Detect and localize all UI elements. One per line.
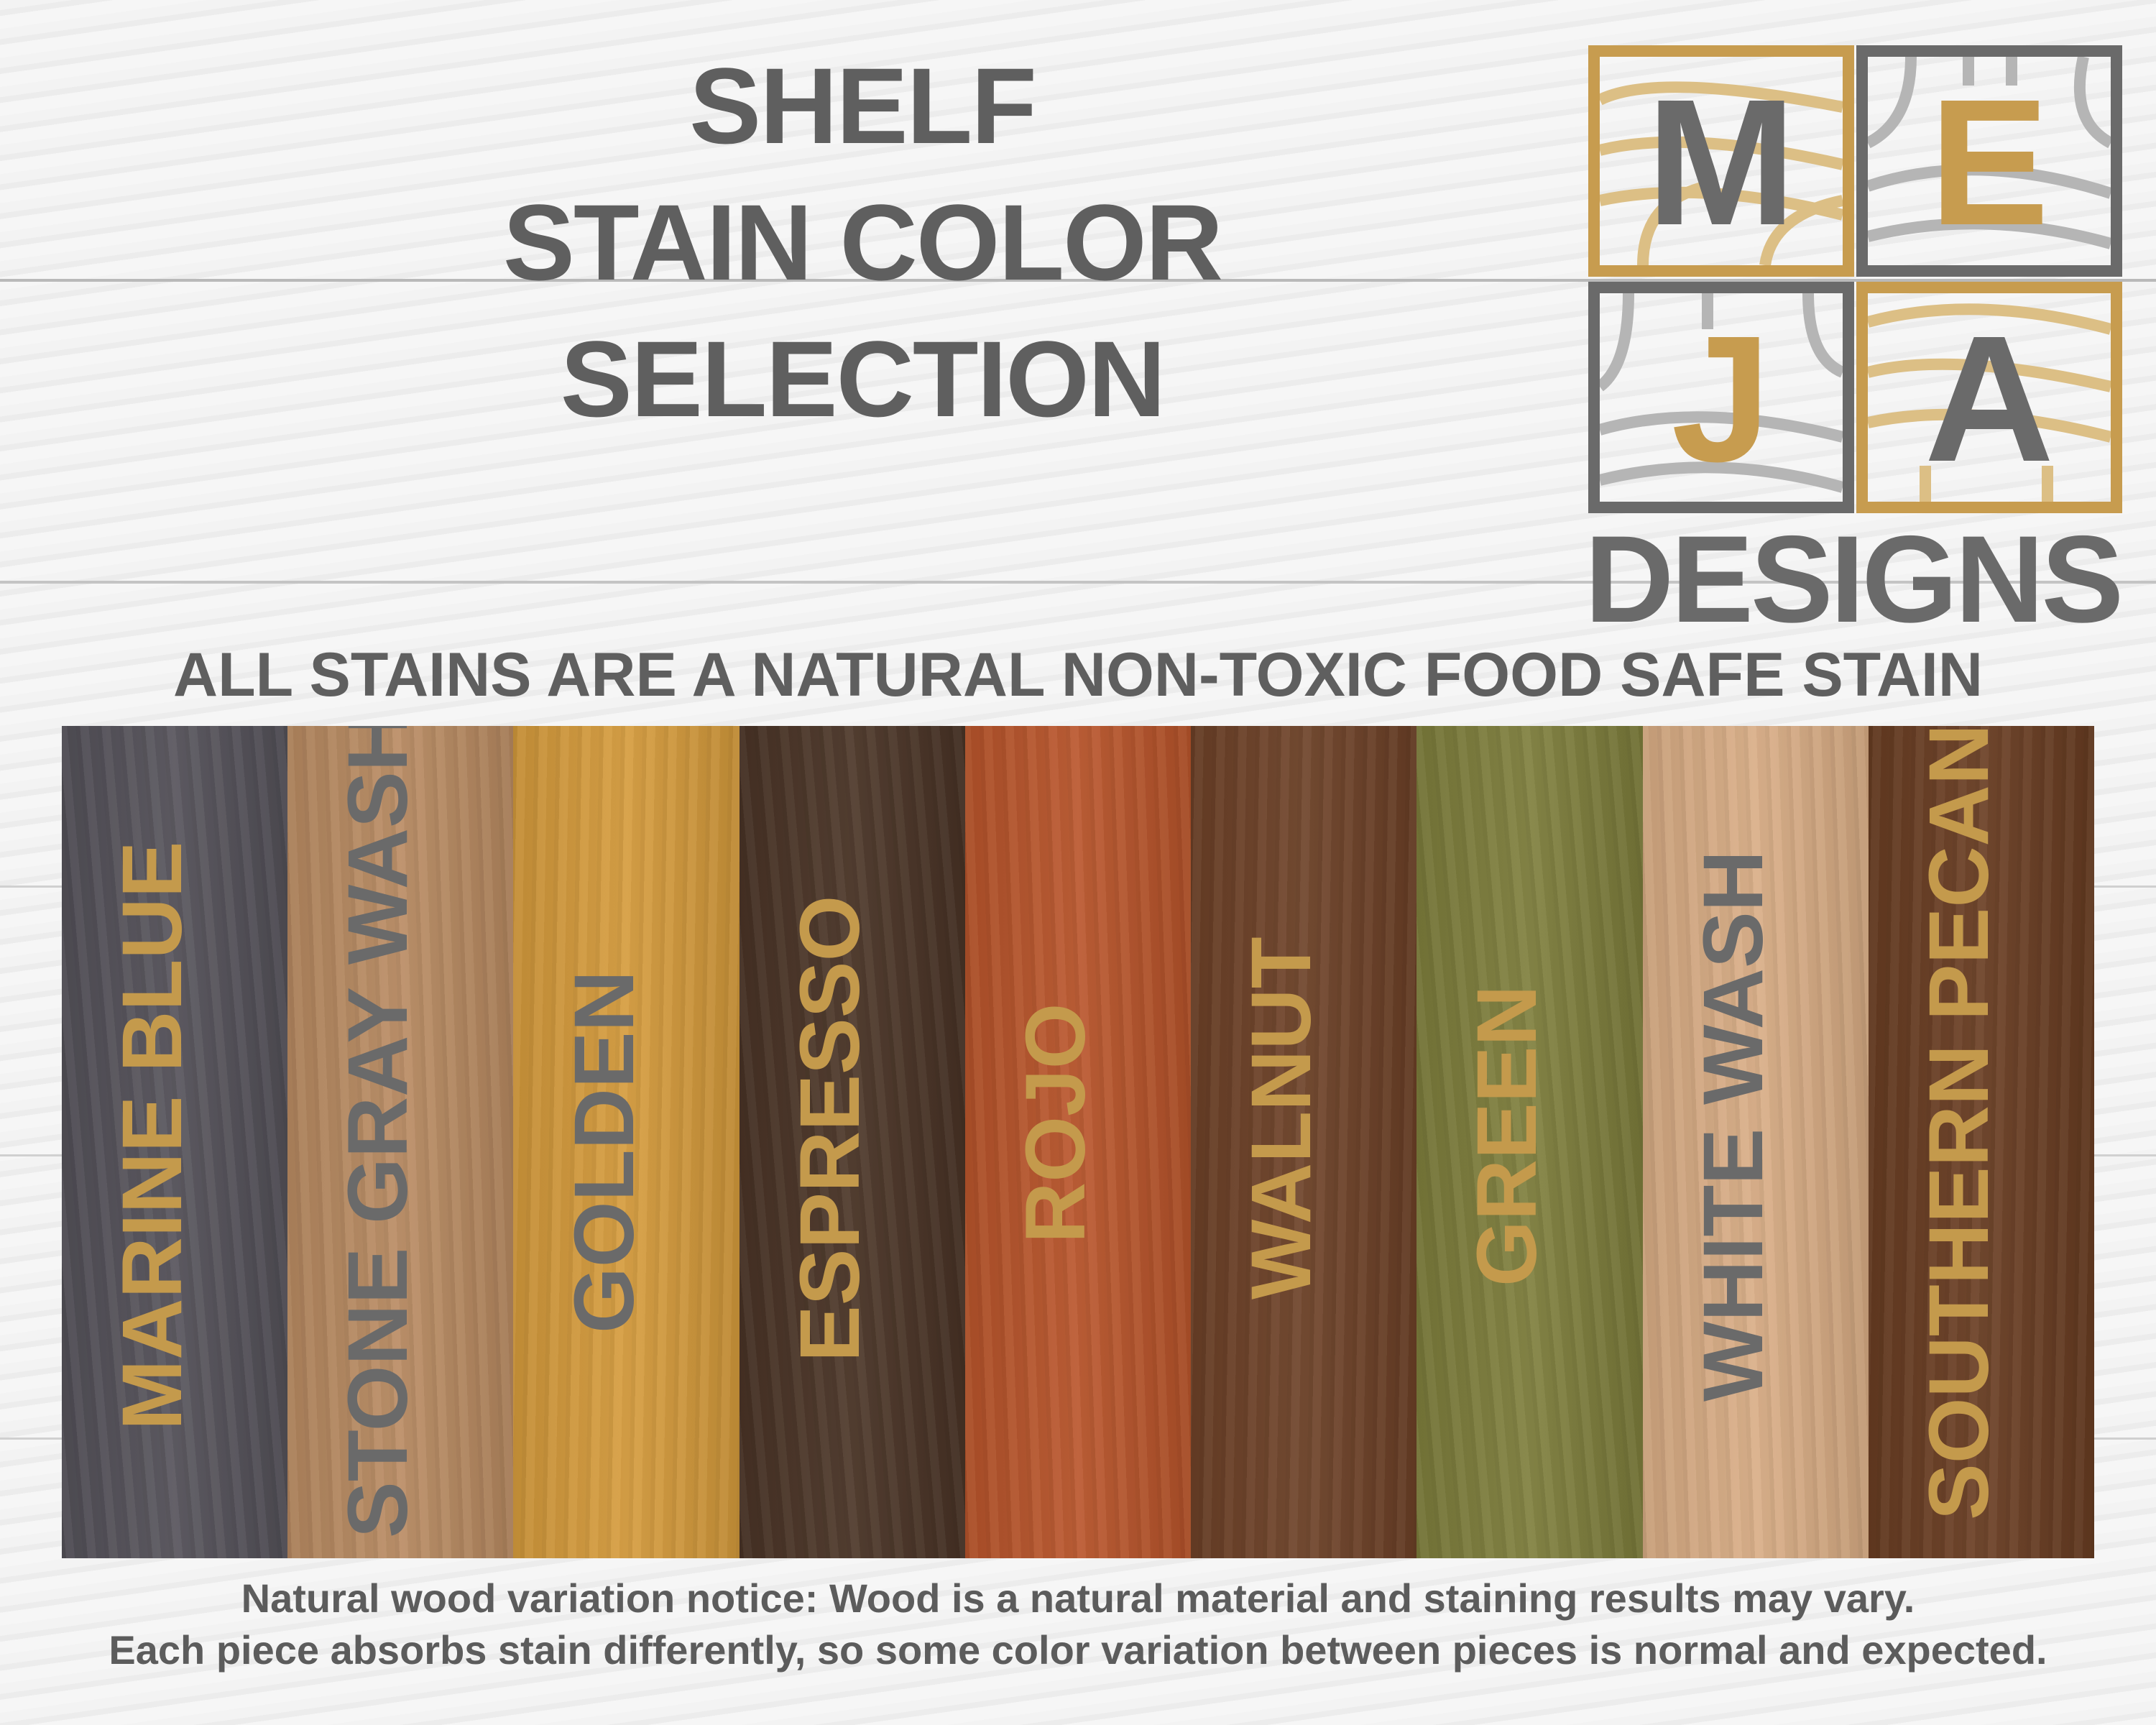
logo-letter-m: M xyxy=(1646,62,1797,262)
stain-name-label: GOLDEN xyxy=(556,970,652,1333)
logo-letter-j: J xyxy=(1671,298,1772,499)
logo-box-m: M xyxy=(1588,45,1854,277)
stain-name-label: STONE GRAY WASH xyxy=(331,726,426,1538)
stain-name-label: ROJO xyxy=(1008,1003,1103,1243)
stain-swatch-golden: GOLDEN xyxy=(513,726,740,1558)
logo-box-e: E xyxy=(1856,45,2122,277)
wood-grain-pattern-icon xyxy=(1868,57,2111,249)
page-title-line-1: SHELF xyxy=(689,45,1037,166)
logo-wordmark: DESIGNS xyxy=(1585,510,2124,648)
stain-name-label: WALNUT xyxy=(1234,937,1330,1300)
stain-name-label: MARINE BLUE xyxy=(105,841,201,1430)
logo-letter-a: A xyxy=(1924,298,2055,499)
stain-name-label: ESPRESSO xyxy=(782,895,877,1362)
stain-swatch-green: GREEN xyxy=(1416,726,1643,1558)
page-title-line-3: SELECTION xyxy=(560,318,1166,439)
page-title-line-2: STAIN COLOR xyxy=(502,182,1223,303)
stain-swatch-panel: MARINE BLUE STONE GRAY WASH GOLDEN ESPRESSO… xyxy=(62,726,2094,1558)
stain-name-label: WHITE WASH xyxy=(1685,850,1781,1402)
subtitle: ALL STAINS ARE A NATURAL NON-TOXIC FOOD … xyxy=(173,640,1983,709)
logo-box-j: J xyxy=(1588,282,1854,513)
stain-swatch-walnut: WALNUT xyxy=(1191,726,1417,1558)
stain-swatch-stone-gray-wash: STONE GRAY WASH xyxy=(287,726,514,1558)
stain-swatch-rojo: ROJO xyxy=(964,726,1192,1558)
stain-name-label: GREEN xyxy=(1460,985,1555,1287)
footer-notice-line-2: Each piece absorbs stain differently, so… xyxy=(109,1627,2047,1673)
logo-box-a: A xyxy=(1856,282,2122,513)
stain-swatch-espresso: ESPRESSO xyxy=(739,726,965,1558)
stain-swatch-white-wash: WHITE WASH xyxy=(1642,726,1869,1558)
logo-letter-e: E xyxy=(1929,62,2050,262)
wood-grain-pattern-icon xyxy=(1868,303,2111,502)
stain-swatch-southern-pecan: SOUTHERN PECAN xyxy=(1868,726,2094,1558)
footer-notice-line-1: Natural wood variation notice: Wood is a… xyxy=(241,1576,1915,1621)
wood-grain-pattern-icon xyxy=(1600,293,1843,493)
wood-grain-pattern-icon xyxy=(1600,81,1843,265)
stain-name-label: SOUTHERN PECAN xyxy=(1911,726,2007,1520)
stain-swatch-marine-blue: MARINE BLUE xyxy=(62,726,288,1558)
